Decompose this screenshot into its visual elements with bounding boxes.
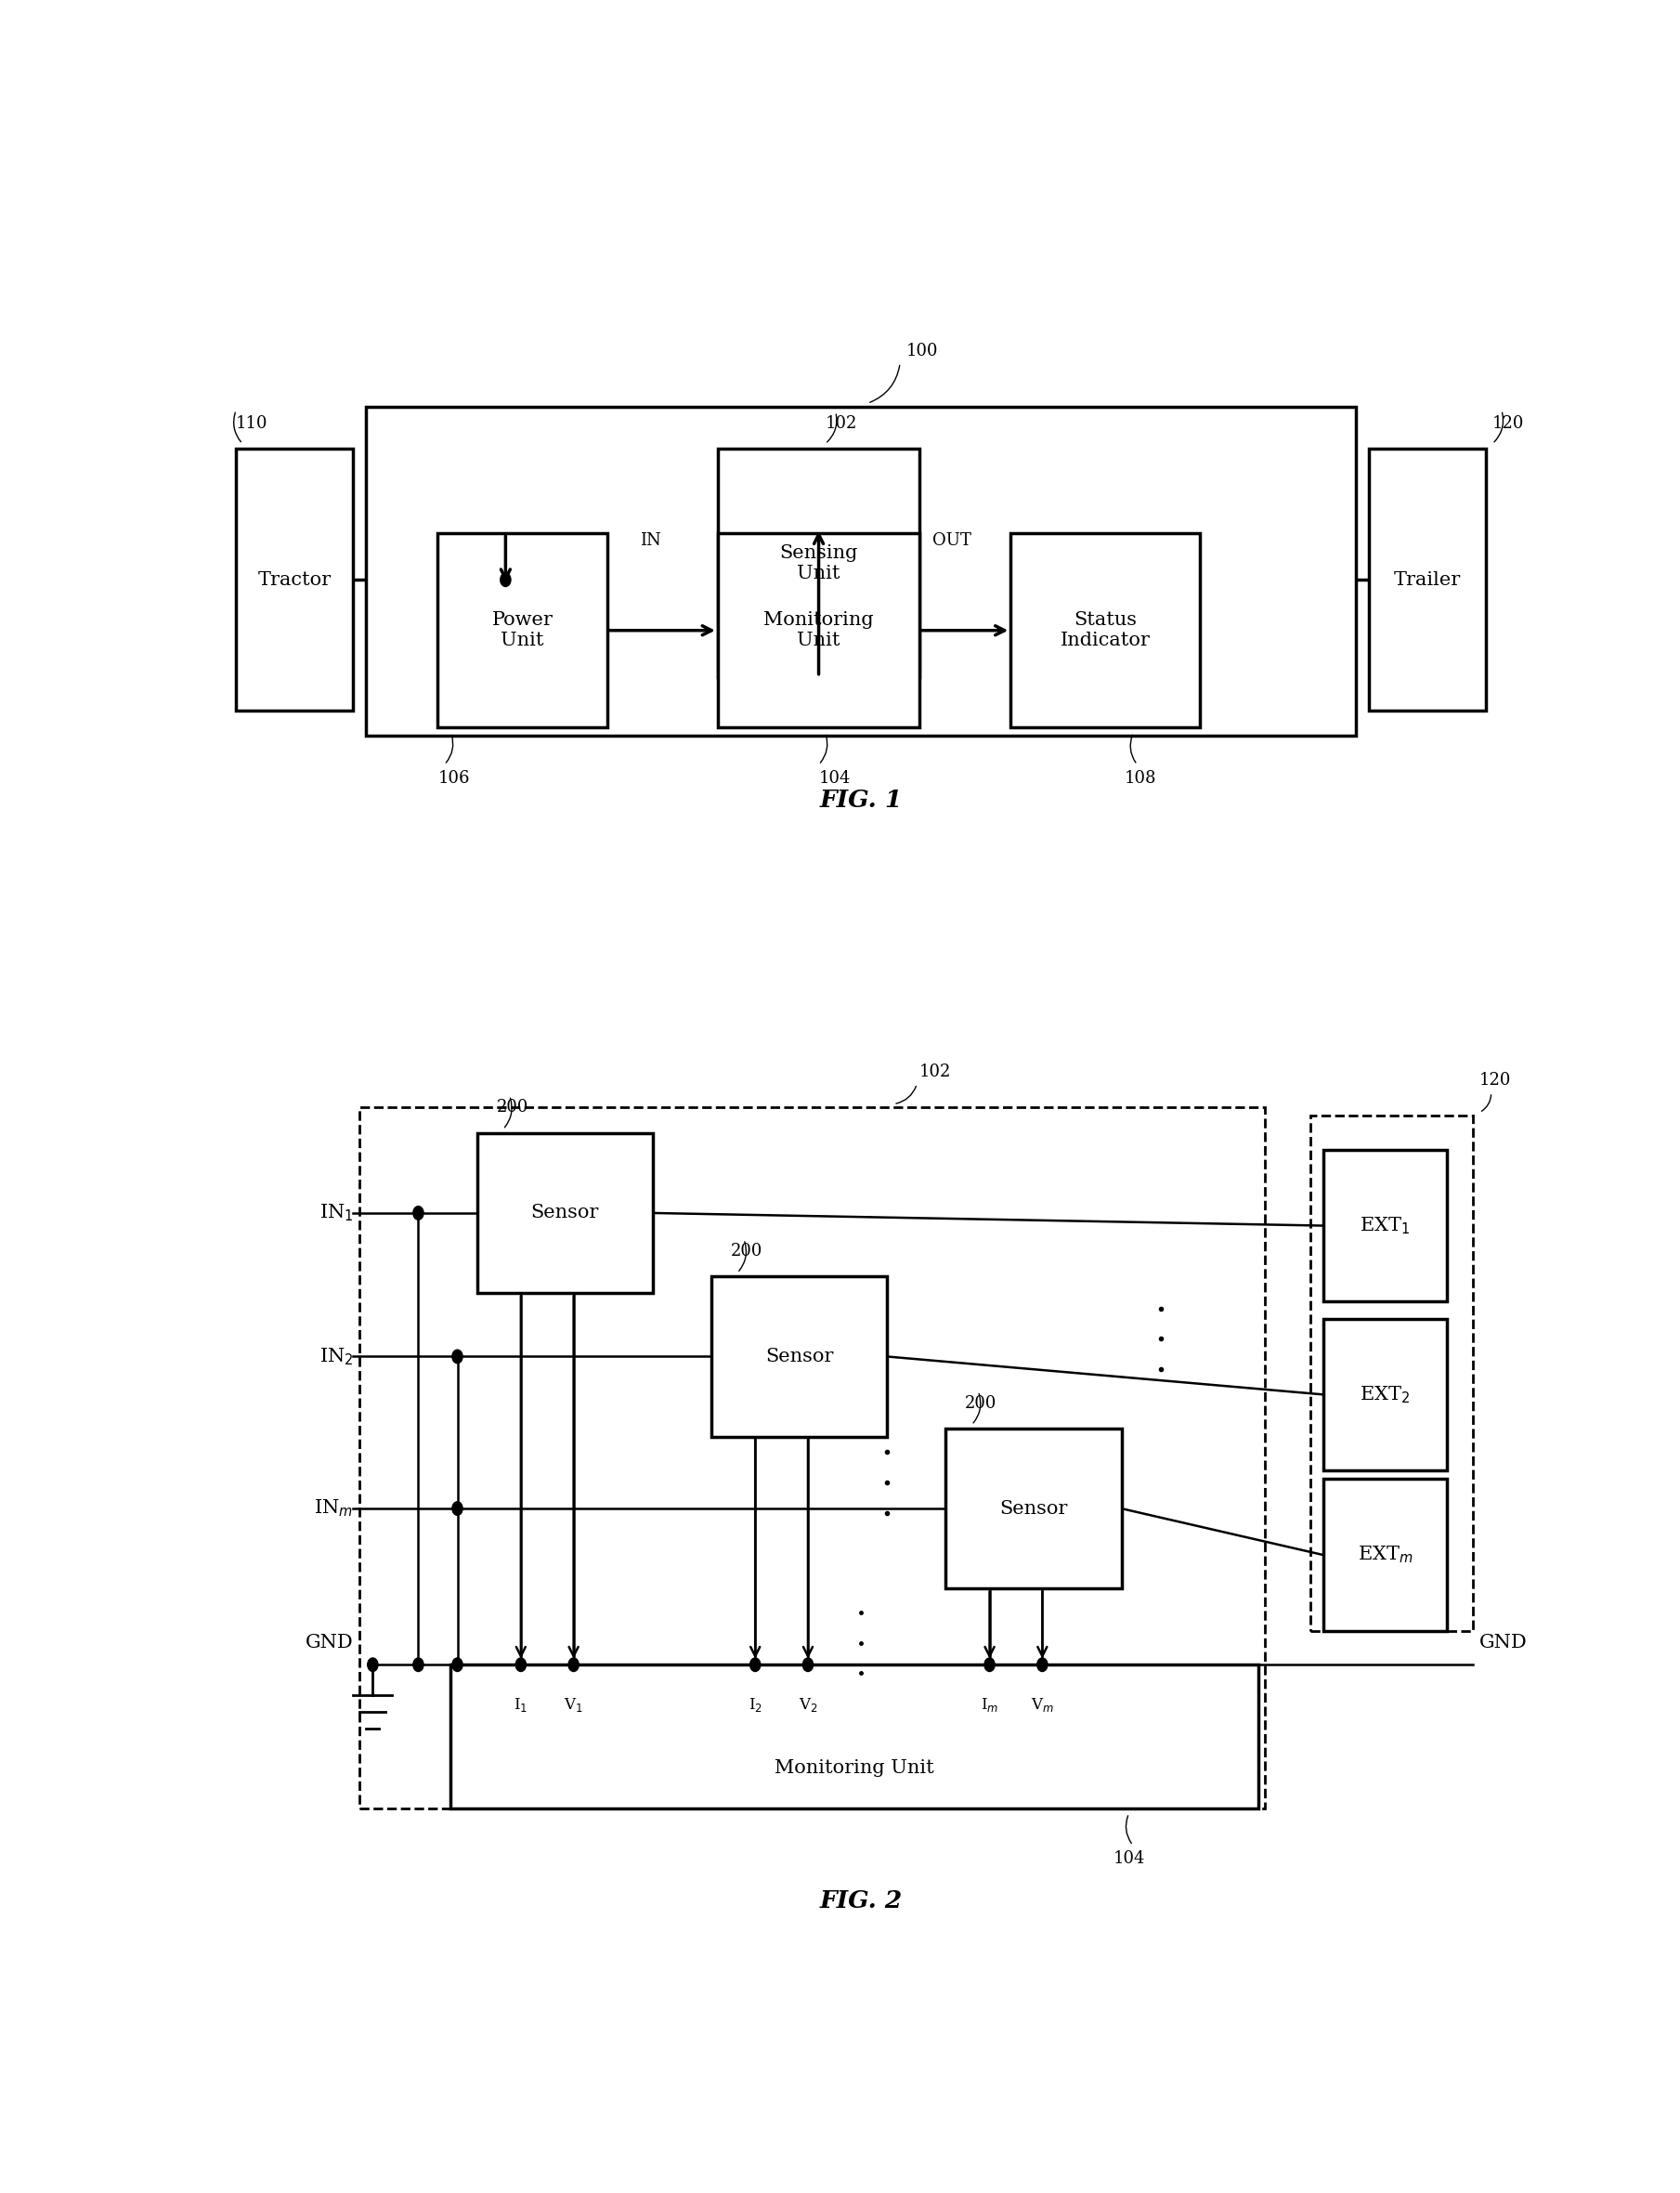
Circle shape [568,1658,580,1671]
Circle shape [803,1658,813,1671]
Bar [450,1664,1258,1809]
Bar [717,533,919,728]
Text: 106: 106 [438,770,470,787]
Text: 104: 104 [1112,1851,1144,1866]
Text: Tractor: Tractor [259,570,331,588]
Text: Sensor: Sensor [531,1204,598,1222]
Circle shape [452,1349,462,1364]
Text: IN$_1$: IN$_1$ [319,1202,353,1224]
Circle shape [516,1658,526,1671]
Text: V$_m$: V$_m$ [1032,1695,1053,1713]
Text: FIG. 2: FIG. 2 [820,1890,902,1912]
Bar [1369,450,1487,711]
Text: 120: 120 [1480,1072,1512,1090]
Circle shape [368,1658,378,1671]
Text: Monitoring
Unit: Monitoring Unit [764,612,874,649]
Bar [1324,1149,1446,1303]
Circle shape [413,1206,423,1219]
Bar [1324,1318,1446,1472]
Text: Status
Indicator: Status Indicator [1060,612,1151,649]
Text: Sensor: Sensor [764,1349,833,1366]
Text: I$_1$: I$_1$ [514,1695,528,1713]
Circle shape [1037,1658,1048,1671]
Text: EXT$_2$: EXT$_2$ [1359,1384,1410,1406]
Text: 108: 108 [1124,770,1156,787]
Text: EXT$_m$: EXT$_m$ [1357,1544,1413,1566]
Bar [1310,1116,1473,1632]
Text: I$_m$: I$_m$ [981,1695,998,1713]
Circle shape [749,1658,761,1671]
Text: IN$_2$: IN$_2$ [319,1347,353,1366]
Bar [477,1134,652,1294]
Bar [366,406,1356,737]
Text: Monitoring Unit: Monitoring Unit [774,1759,934,1776]
Bar [1011,533,1200,728]
Text: Sensor: Sensor [1000,1500,1067,1518]
Circle shape [452,1502,462,1515]
Text: Trailer: Trailer [1394,570,1462,588]
Text: Sensing
Unit: Sensing Unit [780,544,858,581]
Circle shape [452,1658,462,1671]
Text: 200: 200 [497,1099,529,1116]
Text: V$_2$: V$_2$ [798,1695,818,1713]
Text: IN: IN [640,533,660,550]
Text: I$_2$: I$_2$ [748,1695,763,1713]
Text: 102: 102 [919,1064,951,1081]
Circle shape [984,1658,995,1671]
Text: EXT$_1$: EXT$_1$ [1359,1215,1410,1237]
Bar [438,533,606,728]
Text: 200: 200 [731,1243,763,1259]
Text: Power
Unit: Power Unit [492,612,553,649]
Circle shape [501,572,511,586]
Circle shape [413,1658,423,1671]
Text: 102: 102 [825,414,857,432]
Text: IN$_m$: IN$_m$ [314,1498,353,1520]
Text: 104: 104 [818,770,850,787]
Text: GND: GND [306,1634,353,1651]
Text: 100: 100 [907,342,939,360]
Bar [1324,1478,1446,1632]
Text: FIG. 1: FIG. 1 [820,789,902,811]
Bar [235,450,353,711]
Bar [711,1276,887,1436]
Bar [360,1107,1265,1809]
Text: GND: GND [1480,1634,1527,1651]
Text: OUT: OUT [932,533,971,550]
Text: 110: 110 [235,414,269,432]
Bar [946,1428,1122,1588]
Text: 200: 200 [964,1395,998,1412]
Text: V$_1$: V$_1$ [564,1695,583,1713]
Text: 120: 120 [1492,414,1524,432]
Bar [717,450,919,678]
